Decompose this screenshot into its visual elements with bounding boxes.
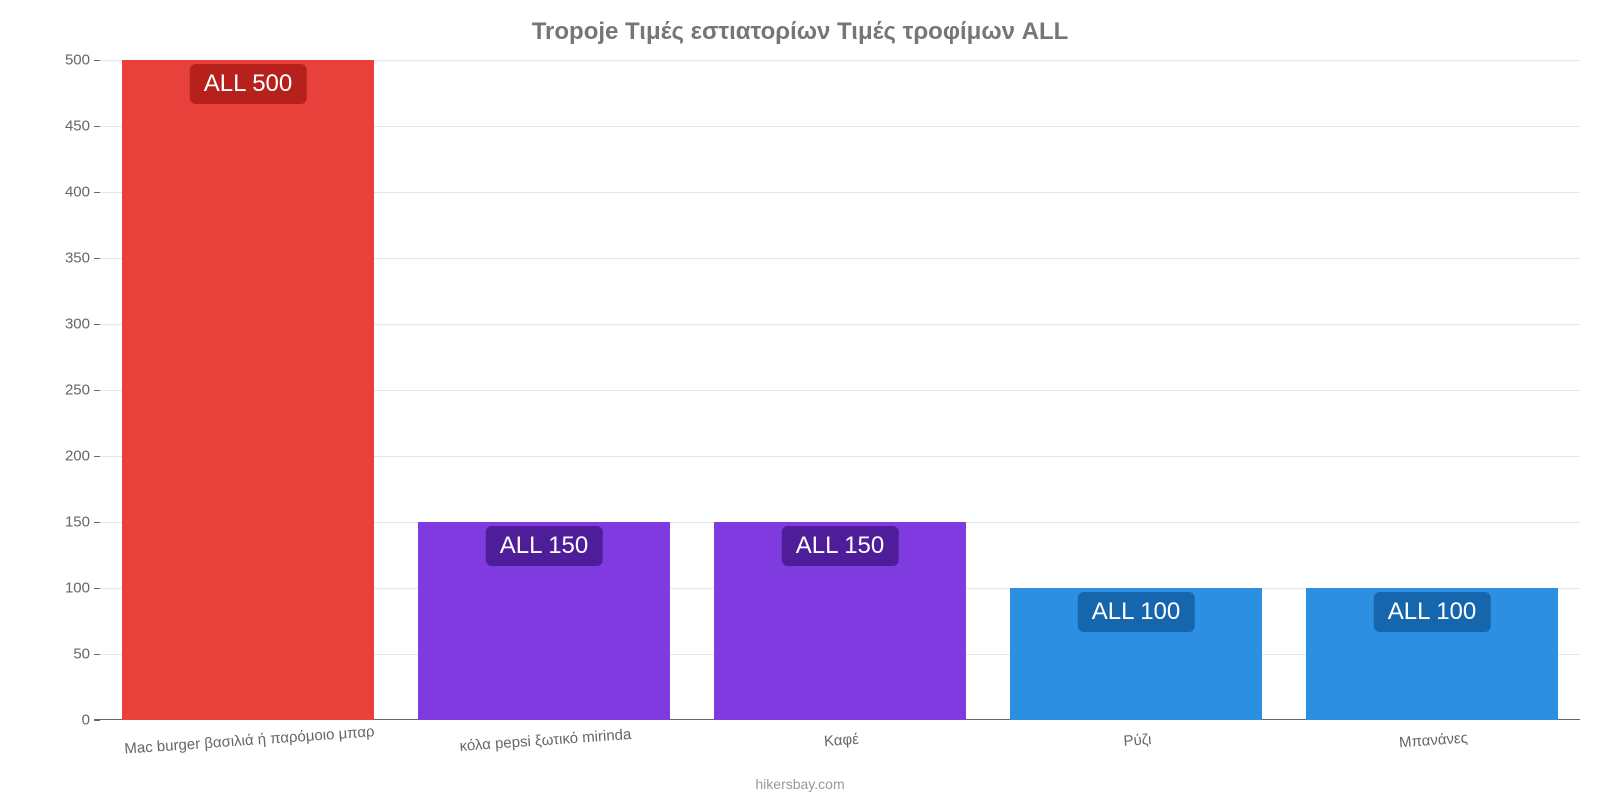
bar: ALL 100 [1010, 588, 1262, 720]
ytick-label: 450 [65, 118, 100, 135]
ytick-label: 0 [82, 712, 100, 729]
ytick-label: 150 [65, 514, 100, 531]
ytick-label: 400 [65, 184, 100, 201]
bar-value-label: ALL 500 [190, 64, 307, 104]
ytick-label: 500 [65, 52, 100, 69]
bar: ALL 100 [1306, 588, 1558, 720]
chart-title: Tropoje Τιμές εστιατορίων Τιμές τροφίμων… [0, 0, 1600, 54]
bar-value-label: ALL 100 [1374, 592, 1491, 632]
bar-value-label: ALL 150 [782, 526, 899, 566]
xtick-label: Καφέ [823, 719, 860, 750]
chart-plot-area: 050100150200250300350400450500ALL 500Mac… [100, 60, 1580, 720]
ytick-label: 200 [65, 448, 100, 465]
ytick-label: 50 [73, 646, 100, 663]
bar-value-label: ALL 100 [1078, 592, 1195, 632]
ytick-label: 350 [65, 250, 100, 267]
bar: ALL 500 [122, 60, 374, 720]
xtick-label: Μπανάνες [1398, 718, 1469, 752]
ytick-label: 250 [65, 382, 100, 399]
xtick-label: Ρύζι [1122, 719, 1152, 750]
attribution-text: hikersbay.com [755, 776, 844, 792]
bar: ALL 150 [714, 522, 966, 720]
xtick-label: κόλα pepsi ξωτικό mirinda [458, 714, 632, 755]
bar-value-label: ALL 150 [486, 526, 603, 566]
ytick-label: 300 [65, 316, 100, 333]
ytick-label: 100 [65, 580, 100, 597]
bar: ALL 150 [418, 522, 670, 720]
